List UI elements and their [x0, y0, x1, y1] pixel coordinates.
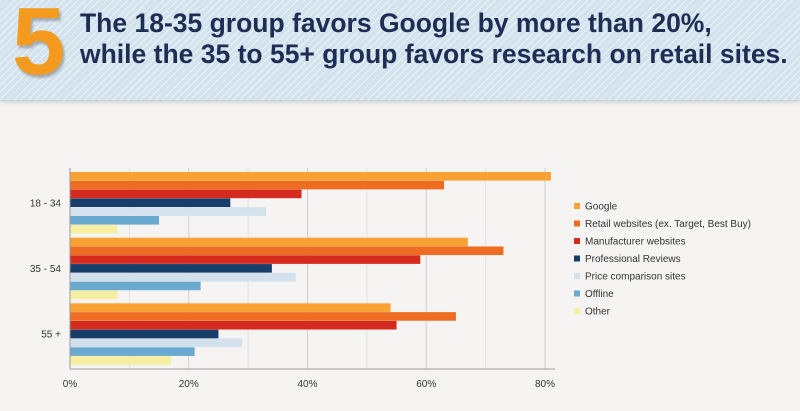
title-banner: 5 The 18-35 group favors Google by more …: [0, 0, 800, 101]
legend-label: Manufacturer websites: [585, 237, 686, 248]
bar: [70, 216, 160, 225]
bar: [70, 198, 231, 207]
bar: [70, 180, 445, 190]
x-tick-label: 40%: [297, 379, 317, 390]
category-label: 35 - 54: [30, 264, 62, 275]
item-number: 5: [12, 0, 66, 95]
bar: [70, 303, 391, 312]
bar: [70, 312, 456, 321]
legend-label: Offline: [585, 289, 614, 300]
bar: [70, 272, 296, 282]
bar: [70, 320, 397, 330]
x-tick-label: 0%: [63, 379, 78, 390]
bar: [70, 207, 266, 216]
bar: [70, 356, 171, 365]
bar: [70, 329, 219, 339]
legend-swatch: [574, 220, 580, 227]
bar: [70, 172, 551, 181]
category-label: 18 - 34: [30, 198, 62, 209]
x-tick-label: 60%: [416, 379, 436, 390]
bar-chart: 0% 20% 40% 60% 80% 18 - 34 35 - 54 55 + Google Re…: [30, 168, 751, 390]
bar: [70, 281, 201, 291]
headline-line-2: while the 35 to 55+ group favors researc…: [80, 39, 788, 69]
x-tick-label: 20%: [179, 379, 199, 390]
legend-swatch: [574, 273, 580, 279]
bar: [70, 290, 118, 300]
bar: [70, 246, 504, 256]
legend-label: Professional Reviews: [585, 254, 681, 265]
legend-swatch: [574, 238, 580, 244]
bar: [70, 224, 118, 234]
legend-swatch: [574, 255, 580, 262]
bar: [70, 264, 272, 273]
legend-label: Other: [585, 307, 611, 318]
bar: [70, 338, 243, 348]
legend-swatch: [574, 308, 580, 314]
category-label: 55 +: [41, 330, 61, 341]
headline-line-1: The 18-35 group favors Google by more th…: [80, 8, 712, 38]
legend-swatch: [574, 290, 580, 297]
x-tick-label: 80%: [535, 379, 555, 390]
bar: [70, 255, 421, 264]
legend-label: Retail websites (ex. Target, Best Buy): [585, 219, 751, 230]
legend-label: Price comparison sites: [585, 272, 686, 283]
bar: [70, 347, 195, 356]
legend-swatch: [574, 203, 580, 209]
bar: [70, 189, 302, 199]
headline: The 18-35 group favors Google by more th…: [80, 8, 790, 70]
bar: [70, 237, 468, 247]
legend-label: Google: [585, 202, 618, 213]
